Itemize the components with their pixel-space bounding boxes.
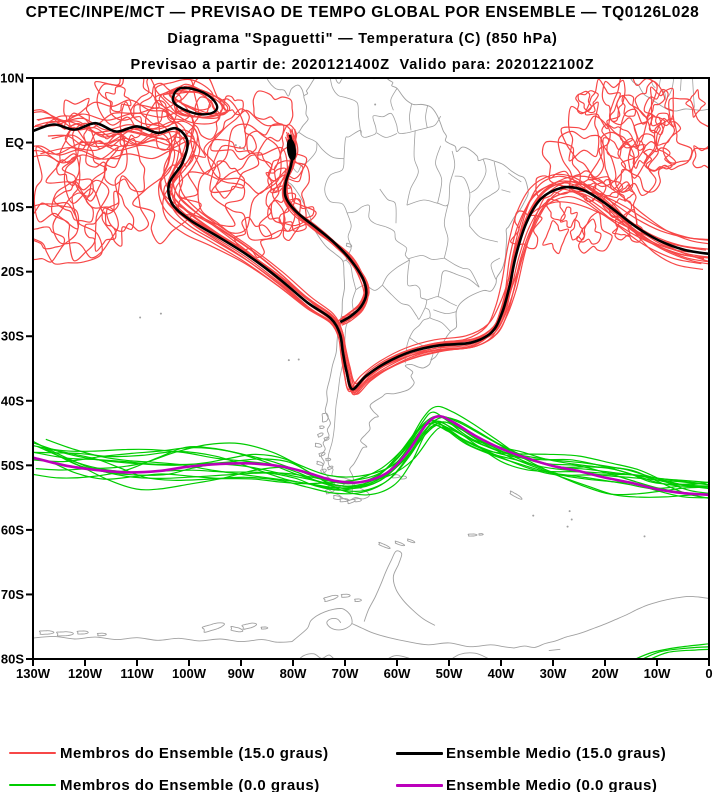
subtitle-forecast-dates: Previsao a partir de: 2020121400Z Valido… [130, 57, 595, 73]
ensemble-members-15c [33, 78, 709, 396]
subtitle-variable: Diagrama "Spaguetti" — Temperatura (C) (… [167, 31, 558, 47]
lat-tick-label: 60S [1, 522, 24, 537]
ensemble-mean-0c [33, 414, 709, 497]
lon-tick-label: 70W [332, 666, 359, 681]
lon-tick-label: 100W [172, 666, 207, 681]
lon-tick-label: 130W [16, 666, 51, 681]
lon-tick-label: 110W [120, 666, 154, 681]
lon-tick-label: 10W [644, 666, 671, 681]
lat-tick-label: 20S [1, 264, 24, 279]
geography-coastlines [33, 78, 709, 659]
lon-tick-label: 50W [436, 666, 463, 681]
lat-tick-label: 40S [1, 393, 24, 408]
lat-tick-label: 80S [1, 652, 24, 667]
lat-tick-label: EQ [5, 135, 24, 150]
lat-tick-label: 50S [1, 458, 24, 473]
lat-tick-label: 70S [1, 587, 24, 602]
lat-tick-label: 10S [1, 200, 24, 215]
ensemble-mean-15c [33, 86, 709, 391]
lat-tick-label: 30S [1, 329, 24, 344]
lon-tick-label: 80W [280, 666, 307, 681]
lon-tick-label: 0 [705, 666, 712, 681]
ensemble-members-0c [33, 405, 709, 659]
lon-tick-label: 40W [488, 666, 515, 681]
lat-tick-label: 10N [0, 71, 24, 86]
lon-tick-label: 20W [592, 666, 619, 681]
page-title: CPTEC/INPE/MCT — PREVISAO DE TEMPO GLOBA… [25, 4, 700, 21]
lon-tick-label: 30W [540, 666, 567, 681]
lon-tick-label: 60W [384, 666, 411, 681]
lon-tick-label: 120W [68, 666, 103, 681]
lon-tick-label: 90W [228, 666, 255, 681]
